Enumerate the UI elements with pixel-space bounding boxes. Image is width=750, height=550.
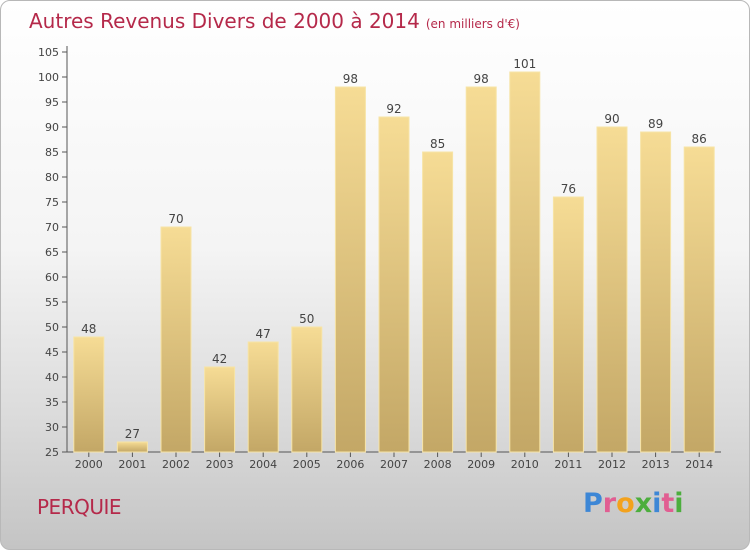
bar (334, 86, 366, 453)
y-tick-label: 60 (45, 271, 59, 284)
bars: 48 27 70 42 47 50 98 92 85 98 101 76 90 89 86 (73, 57, 715, 453)
bar (378, 116, 410, 453)
y-tick-label: 50 (45, 321, 59, 334)
y-tick-label: 70 (45, 221, 59, 234)
y-tick-label: 35 (45, 396, 59, 409)
y-axis: 25 30 35 40 45 50 55 60 65 70 75 80 85 90 95 100 105 (38, 46, 68, 459)
bar (640, 131, 672, 453)
chart-title: Autres Revenus Divers de 2000 à 2014 (en … (29, 9, 520, 33)
bar (465, 86, 497, 453)
y-tick-label: 85 (45, 146, 59, 159)
bar (596, 126, 628, 453)
y-tick-label: 40 (45, 371, 59, 384)
bar (160, 226, 192, 453)
bar-value-label: 98 (343, 72, 358, 86)
chart-title-text: Autres Revenus Divers de 2000 à 2014 (29, 9, 420, 33)
x-tick-label: 2004 (249, 458, 277, 471)
bar (116, 441, 148, 453)
bar-value-label: 89 (648, 117, 663, 131)
y-tick-label: 30 (45, 421, 59, 434)
proxiti-logo: Proxiti (583, 488, 684, 519)
location-name: PERQUIE (37, 495, 122, 519)
y-tick-label: 95 (45, 96, 59, 109)
x-tick-label: 2006 (336, 458, 364, 471)
bar-value-label: 101 (513, 57, 536, 71)
x-tick-label: 2009 (467, 458, 495, 471)
y-tick-label: 105 (38, 46, 59, 59)
y-tick-label: 80 (45, 171, 59, 184)
y-tick-label: 100 (38, 71, 59, 84)
x-axis: 2000 2001 2002 2003 2004 2005 2006 2007 2008 2009… (67, 451, 721, 471)
bar-value-label: 85 (430, 137, 445, 151)
x-tick-label: 2005 (293, 458, 321, 471)
y-tick-label: 25 (45, 446, 59, 459)
x-tick-label: 2008 (424, 458, 452, 471)
bar-value-label: 42 (212, 352, 227, 366)
bar (204, 366, 236, 453)
bar (683, 146, 715, 453)
bar-value-label: 70 (168, 212, 183, 226)
bar (73, 336, 105, 453)
x-tick-label: 2011 (554, 458, 582, 471)
bar (552, 196, 584, 453)
bar (509, 71, 541, 453)
chart-subtitle: (en milliers d'€) (425, 17, 520, 31)
bar-value-label: 98 (474, 72, 489, 86)
x-tick-label: 2001 (118, 458, 146, 471)
bar-value-label: 90 (604, 112, 619, 126)
x-tick-label: 2014 (685, 458, 713, 471)
bar-value-label: 86 (692, 132, 707, 146)
bar-value-label: 92 (386, 102, 401, 116)
bar (247, 341, 279, 453)
x-tick-label: 2013 (642, 458, 670, 471)
y-tick-label: 90 (45, 121, 59, 134)
y-tick-label: 65 (45, 246, 59, 259)
y-tick-label: 55 (45, 296, 59, 309)
y-tick-label: 75 (45, 196, 59, 209)
bar-value-label: 76 (561, 182, 576, 196)
bar-value-label: 50 (299, 312, 314, 326)
bar-value-label: 47 (256, 327, 271, 341)
x-tick-label: 2012 (598, 458, 626, 471)
bar-value-label: 27 (125, 427, 140, 441)
x-tick-label: 2000 (75, 458, 103, 471)
x-tick-label: 2002 (162, 458, 190, 471)
y-tick-label: 45 (45, 346, 59, 359)
bar (291, 326, 323, 453)
bar-value-label: 48 (81, 322, 96, 336)
x-tick-label: 2007 (380, 458, 408, 471)
bar (422, 151, 454, 453)
x-tick-label: 2010 (511, 458, 539, 471)
x-tick-label: 2003 (206, 458, 234, 471)
